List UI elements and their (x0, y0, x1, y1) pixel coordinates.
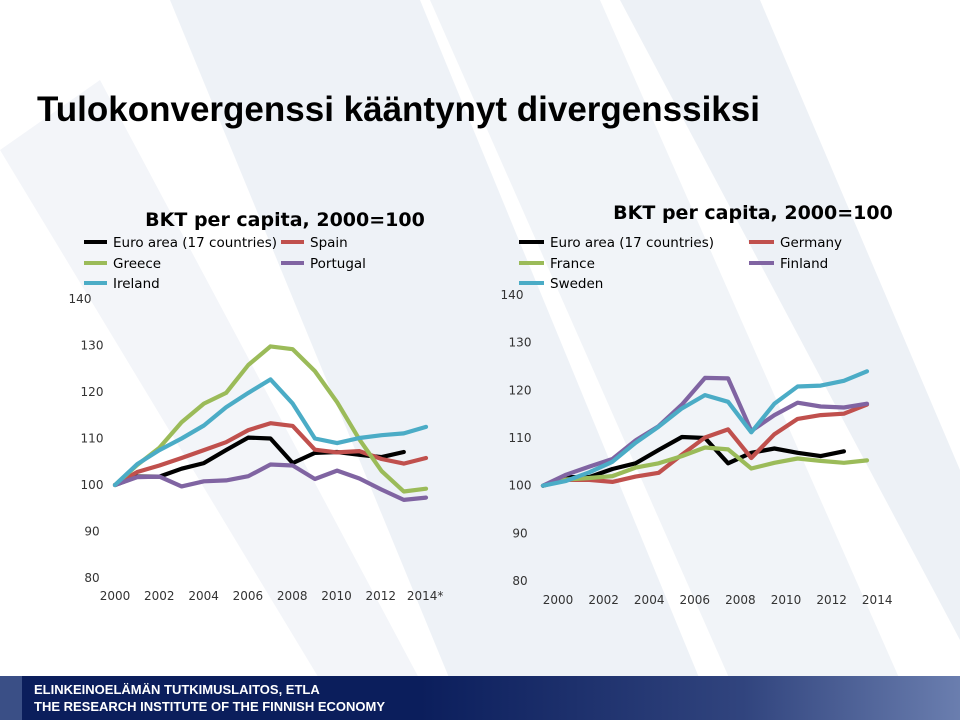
legend-label: Finland (780, 256, 828, 272)
y-tick-label: 140 (69, 292, 92, 306)
series-line (540, 369, 870, 488)
chart-title: BKT per capita, 2000=100 (145, 209, 425, 231)
x-tick-label: 2008 (725, 593, 756, 607)
y-tick-label: 130 (509, 336, 532, 350)
legend-entry: Germany (749, 235, 842, 251)
x-tick-label: 2004 (634, 593, 665, 607)
series-line (112, 435, 406, 488)
series-line (540, 375, 870, 488)
x-tick-label: 2012 (816, 593, 847, 607)
y-tick-label: 100 (81, 478, 104, 492)
y-tick-label: 140 (501, 288, 524, 302)
legend-entry: Euro area (17 countries) (519, 235, 714, 251)
legend-entry: Ireland (84, 276, 160, 292)
x-tick-label: 2010 (321, 589, 352, 603)
legend-entry: France (519, 256, 595, 272)
x-tick-label: 2000 (100, 589, 131, 603)
x-tick-label: 2002 (588, 593, 619, 607)
legend-label: France (550, 256, 595, 272)
x-tick-label: 2004 (188, 589, 219, 603)
y-tick-label: 110 (81, 432, 104, 446)
x-tick-label: 2008 (277, 589, 308, 603)
y-tick-label: 100 (509, 479, 532, 493)
footer-bar: ELINKEINOELÄMÄN TUTKIMUSLAITOS, ETLA THE… (0, 676, 960, 720)
legend-label: Germany (780, 235, 842, 251)
chart-title: BKT per capita, 2000=100 (613, 202, 893, 224)
x-tick-label: 2014 (862, 593, 893, 607)
footer-gradient (420, 676, 960, 720)
y-tick-label: 130 (81, 339, 104, 353)
y-tick-label: 80 (512, 574, 527, 588)
legend-entry: Spain (281, 235, 348, 251)
y-tick-label: 120 (81, 385, 104, 399)
series-line (540, 402, 870, 488)
x-tick-label: 2006 (680, 593, 711, 607)
legend-label: Sweden (550, 276, 603, 292)
legend-label: Euro area (17 countries) (550, 235, 714, 251)
y-tick-label: 120 (509, 383, 532, 397)
legend-label: Greece (113, 256, 161, 272)
x-tick-label: 2006 (233, 589, 264, 603)
legend-label: Portugal (310, 256, 366, 272)
y-tick-label: 110 (509, 431, 532, 445)
y-tick-label: 90 (512, 526, 527, 540)
footer-institute-en: THE RESEARCH INSTITUTE OF THE FINNISH EC… (34, 699, 386, 714)
x-tick-label: 2000 (543, 593, 574, 607)
footer-institute-fi: ELINKEINOELÄMÄN TUTKIMUSLAITOS, ETLA (34, 682, 320, 697)
legend-entry: Greece (84, 256, 161, 272)
legend-entry: Portugal (281, 256, 366, 272)
slide-title: Tulokonvergenssi kääntynyt divergenssiks… (37, 90, 760, 129)
series-line (112, 377, 429, 488)
legend-label: Euro area (17 countries) (113, 235, 277, 251)
x-tick-label: 2014* (407, 589, 444, 603)
x-tick-label: 2002 (144, 589, 175, 603)
legend-label: Spain (310, 235, 348, 251)
series-line (112, 344, 429, 494)
footer-accent (0, 676, 22, 720)
chart-left: BKT per capita, 2000=100 Euro area (17 co… (69, 209, 444, 603)
x-tick-label: 2012 (366, 589, 397, 603)
x-tick-label: 2010 (771, 593, 802, 607)
legend-entry: Euro area (17 countries) (84, 235, 277, 251)
legend-entry: Sweden (519, 276, 603, 292)
y-tick-label: 90 (84, 525, 99, 539)
legend-label: Ireland (113, 276, 160, 292)
legend-entry: Finland (749, 256, 828, 272)
series-line (540, 445, 870, 488)
series-line (112, 421, 429, 488)
y-tick-label: 80 (84, 571, 99, 585)
series-line (112, 462, 429, 502)
chart-right: BKT per capita, 2000=100 Euro area (17 co… (501, 202, 893, 607)
